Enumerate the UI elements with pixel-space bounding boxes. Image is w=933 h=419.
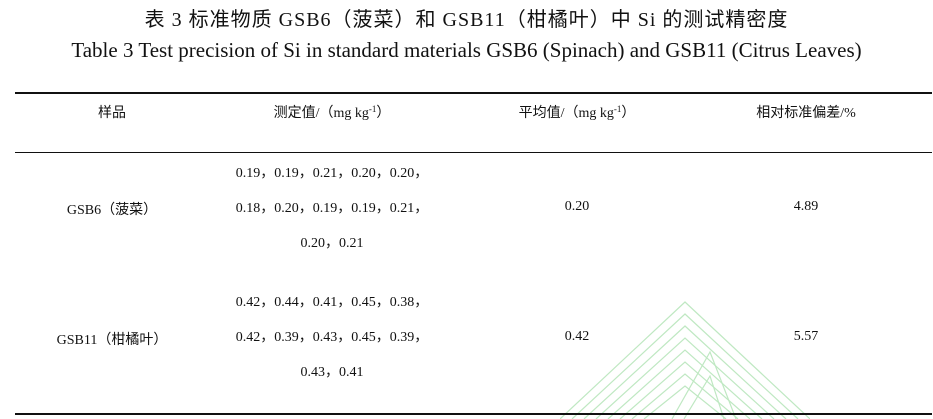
table-header-rule <box>15 152 932 153</box>
row-gsb11-values-line-1: 0.42，0.44，0.41，0.45，0.38， <box>235 295 429 310</box>
row-gsb6-values-line-1: 0.19，0.19，0.21，0.20，0.20， <box>235 166 429 181</box>
header-sample: 样品 <box>98 106 126 121</box>
header-measured-suffix: ） <box>376 106 391 121</box>
table-title-chinese: 表 3 标准物质 GSB6（菠菜）和 GSB11（柑橘叶）中 Si 的测试精密度 <box>144 9 789 31</box>
header-mean-value: 平均值/（mg kg-1） <box>519 102 636 122</box>
header-measured-unit-exponent: -1 <box>368 104 377 114</box>
row-gsb11-mean: 0.42 <box>564 329 590 344</box>
row-gsb11-values: 0.42，0.44，0.41，0.45，0.38， 0.42，0.39，0.43… <box>236 285 429 390</box>
header-rsd: 相对标准偏差/% <box>756 106 856 121</box>
header-measured-values: 测定值/（mg kg-1） <box>274 102 391 122</box>
table-bottom-rule <box>15 413 932 415</box>
row-gsb11-values-line-2: 0.42，0.39，0.43，0.45，0.39， <box>235 330 429 345</box>
table-top-rule <box>15 92 932 94</box>
row-gsb6-mean: 0.20 <box>564 199 590 214</box>
row-gsb11-sample: GSB11（柑橘叶） <box>56 333 168 348</box>
watermark-logo <box>560 301 810 419</box>
header-mean-unit-exponent: -1 <box>613 104 622 114</box>
table-title-english: Table 3 Test precision of Si in standard… <box>71 38 862 62</box>
row-gsb11-rsd: 5.57 <box>793 329 819 344</box>
header-mean-suffix: ） <box>621 106 636 121</box>
header-measured-prefix: 测定值/（mg kg <box>273 106 369 121</box>
row-gsb6-values: 0.19，0.19，0.21，0.20，0.20， 0.18，0.20，0.19… <box>236 156 429 261</box>
header-mean-prefix: 平均值/（mg kg <box>518 106 614 121</box>
row-gsb6-values-line-2: 0.18，0.20，0.19，0.19，0.21， <box>235 201 429 216</box>
row-gsb6-values-line-3: 0.20，0.21 <box>300 236 364 251</box>
row-gsb6-rsd: 4.89 <box>793 199 819 214</box>
row-gsb6-sample: GSB6（菠菜） <box>66 203 158 218</box>
row-gsb11-values-line-3: 0.43，0.41 <box>300 365 364 380</box>
